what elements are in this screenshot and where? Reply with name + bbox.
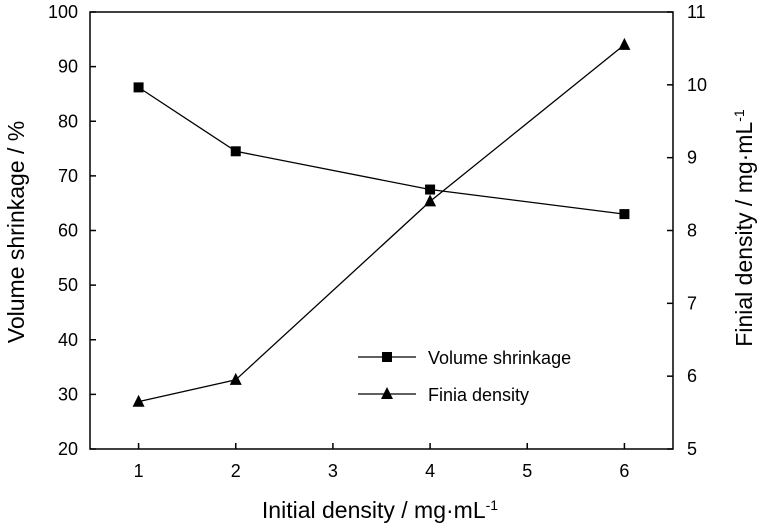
left-tick-label: 20 [58, 439, 78, 459]
bottom-tick-label: 1 [134, 461, 144, 481]
left-tick-label: 30 [58, 384, 78, 404]
bottom-tick-label: 2 [231, 461, 241, 481]
left-tick-label: 90 [58, 57, 78, 77]
series-layer [132, 37, 631, 407]
bottom-tick-label: 5 [522, 461, 532, 481]
legend-label: Finia density [428, 385, 529, 405]
series-line [138, 86, 625, 215]
plot-frame [89, 11, 674, 450]
left-axis-ticks: 20 30 40 50 60 70 80 90 100 [48, 2, 96, 459]
data-point-triangle [132, 394, 145, 407]
data-point-square [619, 209, 630, 220]
left-tick-label: 40 [58, 330, 78, 350]
right-tick-label: 10 [687, 75, 707, 95]
series-finia-density [132, 37, 631, 407]
right-tick-label: 5 [687, 439, 697, 459]
legend: Volume shrinkage Finia density [358, 348, 571, 405]
legend-item: Volume shrinkage [358, 348, 571, 368]
left-tick-label: 100 [48, 2, 78, 22]
plot-border [89, 11, 674, 450]
legend-marker-square [382, 352, 392, 362]
right-tick-label: 6 [687, 366, 697, 386]
bottom-tick-label: 4 [425, 461, 435, 481]
data-point-square [230, 146, 241, 157]
x-axis-title-superscript: -1 [486, 497, 499, 513]
left-y-axis-title: Volume shrinkage / % [3, 121, 29, 343]
data-point-square [425, 184, 436, 195]
left-tick-label: 70 [58, 166, 78, 186]
right-tick-label: 9 [687, 148, 697, 168]
right-tick-label: 7 [687, 293, 697, 313]
series-volume-shrinkage [133, 82, 630, 220]
right-y-axis-title: Finial density / mg·mL-1 [731, 109, 757, 347]
left-tick-label: 50 [58, 275, 78, 295]
series-line [138, 44, 625, 403]
data-point-triangle [618, 37, 631, 50]
data-point-triangle [229, 372, 242, 385]
left-tick-label: 80 [58, 111, 78, 131]
right-axis-ticks: 5 6 7 8 9 10 11 [667, 2, 707, 459]
bottom-axis-ticks: 1 2 3 4 5 6 [134, 443, 629, 481]
right-tick-label: 8 [687, 221, 697, 241]
x-axis-title-text: Initial density / mg·mL [262, 497, 486, 523]
bottom-tick-label: 6 [619, 461, 629, 481]
legend-item: Finia density [358, 385, 529, 405]
right-y-axis-title-text: Finial density / mg·mL [731, 122, 757, 347]
left-tick-label: 60 [58, 221, 78, 241]
legend-marker-triangle [381, 387, 393, 400]
x-axis-title: Initial density / mg·mL-1 [262, 497, 498, 523]
right-y-axis-title-superscript: -1 [731, 109, 747, 122]
legend-label: Volume shrinkage [428, 348, 571, 368]
data-point-square [133, 82, 144, 93]
data-point-triangle [424, 194, 437, 207]
bottom-tick-label: 3 [328, 461, 338, 481]
right-tick-label: 11 [687, 2, 706, 22]
